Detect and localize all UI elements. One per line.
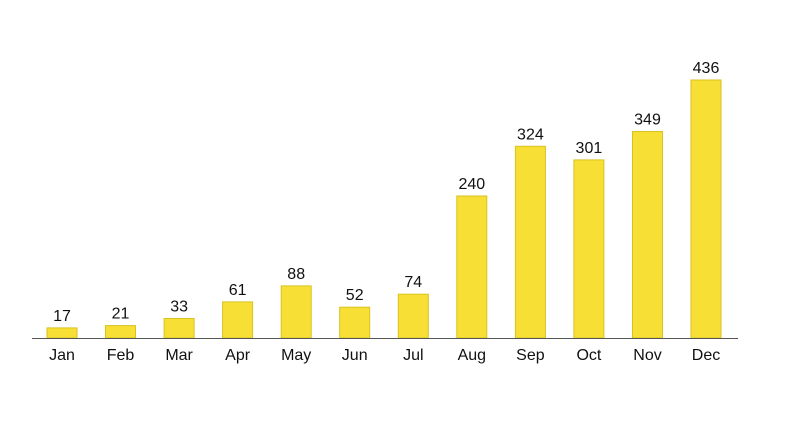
- x-tick-label-dec: Dec: [692, 347, 720, 364]
- bar-nov: [632, 131, 663, 339]
- x-tick-label-nov: Nov: [633, 347, 661, 364]
- value-labels-group: 17 21 33 61 88 52 74 240 324 301 349 436: [53, 60, 719, 325]
- value-label-mar: 33: [170, 299, 188, 316]
- value-label-dec: 436: [693, 60, 720, 77]
- value-label-jul: 74: [404, 274, 422, 291]
- value-label-sep: 324: [517, 126, 544, 143]
- value-label-apr: 61: [229, 282, 247, 299]
- x-tick-label-jul: Jul: [403, 347, 423, 364]
- value-label-may: 88: [287, 266, 305, 283]
- value-label-aug: 240: [458, 176, 485, 193]
- bar-aug: [456, 195, 488, 339]
- x-tick-labels-group: Jan Feb Mar Apr May Jun Jul Aug Sep Oct Nov Dec: [49, 347, 720, 364]
- bar-mar: [163, 318, 195, 339]
- bar-apr: [222, 301, 254, 339]
- bar-dec: [690, 79, 722, 339]
- x-tick-label-oct: Oct: [576, 347, 601, 364]
- x-tick-label-apr: Apr: [225, 347, 251, 364]
- bar-jan: [46, 327, 78, 339]
- x-tick-label-jan: Jan: [49, 347, 75, 364]
- x-tick-label-aug: Aug: [458, 347, 486, 364]
- x-tick-label-may: May: [281, 347, 311, 364]
- bar-jul: [397, 293, 429, 339]
- value-label-feb: 21: [112, 306, 130, 323]
- value-label-oct: 301: [576, 140, 603, 157]
- bars-group: [46, 79, 722, 339]
- bar-feb: [105, 325, 136, 339]
- value-label-nov: 349: [634, 112, 661, 129]
- x-tick-label-feb: Feb: [107, 347, 135, 364]
- bar-may: [280, 285, 312, 339]
- x-tick-label-jun: Jun: [342, 347, 368, 364]
- bar-oct: [573, 159, 605, 339]
- bar-sep: [514, 145, 546, 339]
- value-label-jun: 52: [346, 287, 364, 304]
- value-label-jan: 17: [53, 308, 71, 325]
- x-tick-label-mar: Mar: [165, 347, 193, 364]
- x-tick-label-sep: Sep: [516, 347, 545, 364]
- bar-jun: [339, 306, 371, 339]
